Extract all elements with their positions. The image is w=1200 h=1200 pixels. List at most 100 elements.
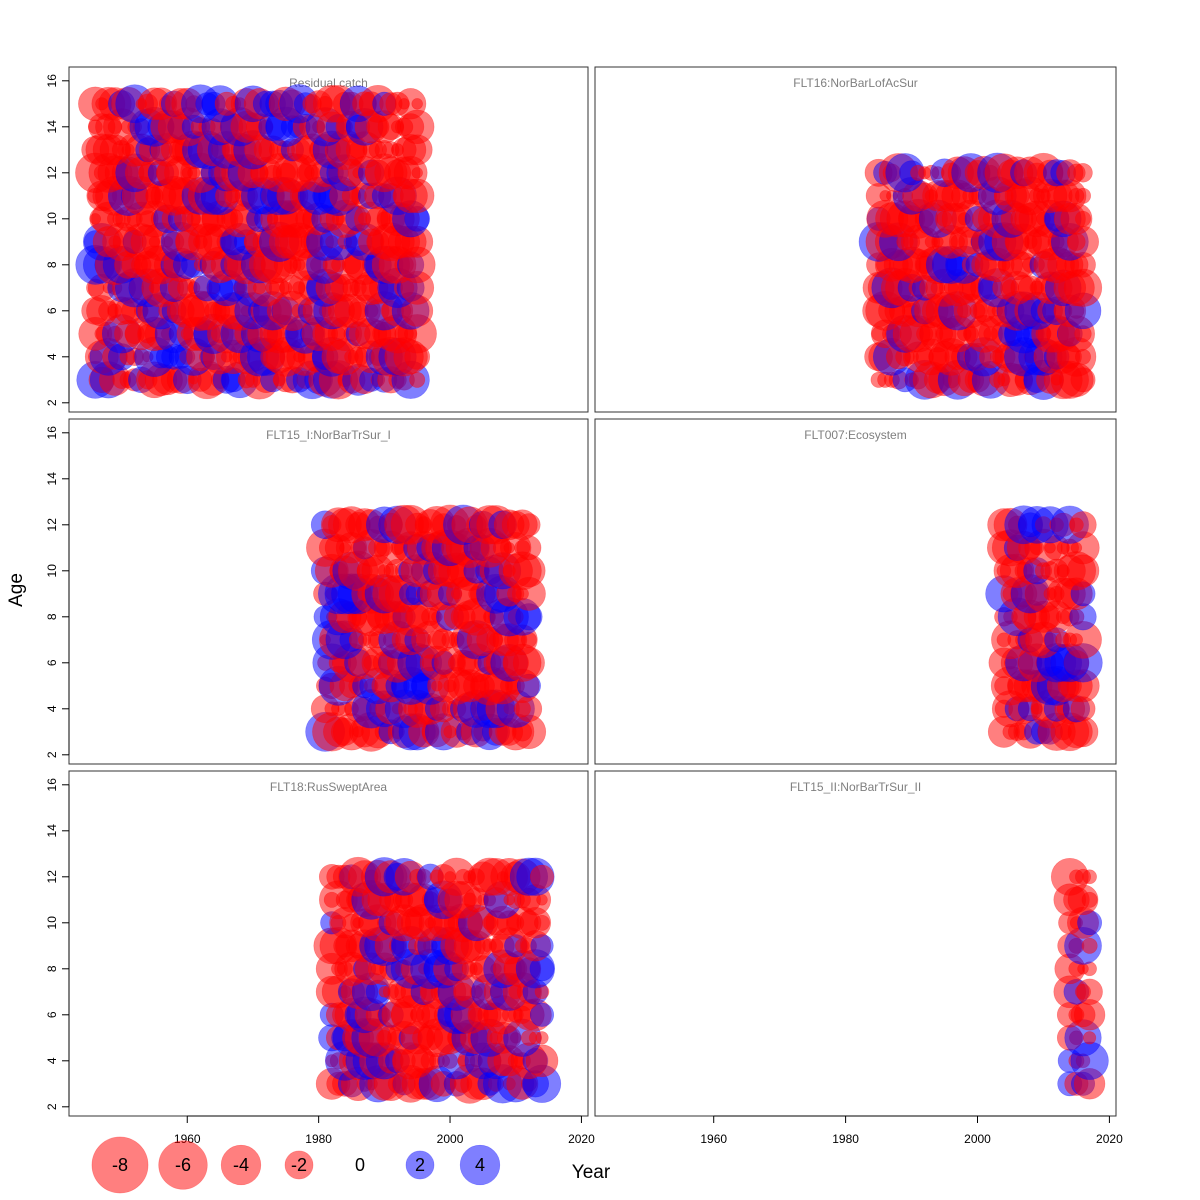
legend-label: 2 <box>415 1155 425 1175</box>
y-tick-label: 6 <box>45 1011 59 1018</box>
residual-bubble <box>534 914 550 931</box>
panel-3: FLT15_I:NorBarTrSur_I <box>68 418 589 765</box>
x-tick-label: 2020 <box>1096 1132 1123 1146</box>
panel-4: FLT007:Ecosystem <box>594 418 1117 765</box>
panels-layer: Residual catch FLT16:NorBarLofAcSur FLT15_… <box>68 66 1117 1117</box>
legend-item: 2 <box>405 1150 435 1180</box>
y-tick-label: 10 <box>45 564 59 578</box>
residual-bubble <box>394 88 427 120</box>
y-axis-title: Age <box>6 573 27 607</box>
y-axis-row-2: 2 4 6 8 10 12 14 16 <box>45 426 70 758</box>
residual-bubble <box>1083 1031 1097 1045</box>
legend-bubble <box>459 1144 501 1186</box>
bubbles <box>305 504 547 752</box>
legend-item: -8 <box>91 1136 149 1194</box>
residual-bubble <box>1075 187 1091 204</box>
y-axis-row-3: 2 4 6 8 10 12 14 16 <box>45 778 70 1110</box>
axes-layer: 2 4 6 8 10 12 14 16 2 4 6 8 10 12 14 16 2 4 6 8 10 12 14 16 1960… <box>45 74 1123 1146</box>
y-tick-label: 4 <box>45 705 59 712</box>
residual-bubble <box>1073 163 1093 183</box>
legend-bubble <box>405 1150 435 1180</box>
legend-bubble <box>284 1150 314 1180</box>
residual-bubble <box>1069 511 1097 539</box>
y-tick-label: 2 <box>45 1103 59 1110</box>
y-tick-label: 16 <box>45 778 59 792</box>
residual-bubble <box>535 1031 549 1045</box>
residual-bubble <box>1081 937 1098 954</box>
bubbles <box>858 152 1103 400</box>
panel-2: FLT16:NorBarLofAcSur <box>594 66 1117 413</box>
x-axis-col-1: 1960 1980 2000 2020 <box>174 1115 595 1146</box>
y-tick-label: 4 <box>45 353 59 360</box>
y-tick-label: 10 <box>45 916 59 930</box>
legend-label: 4 <box>475 1155 485 1175</box>
residual-bubble <box>1082 869 1097 885</box>
bubbles <box>75 84 437 400</box>
x-axis-col-2: 1960 1980 2000 2020 <box>700 1115 1123 1146</box>
residual-bubble <box>529 864 555 889</box>
residual-bubble <box>529 1002 555 1027</box>
legend-bubble <box>91 1136 149 1194</box>
residual-bubble <box>411 98 423 110</box>
x-tick-label: 2000 <box>964 1132 991 1146</box>
legend-item: -2 <box>284 1150 314 1180</box>
y-tick-label: 16 <box>45 74 59 88</box>
legend-bubble <box>220 1144 262 1186</box>
y-tick-label: 2 <box>45 399 59 406</box>
residual-bubble <box>517 513 541 537</box>
y-tick-label: 4 <box>45 1057 59 1064</box>
legend-item: 0 <box>355 1155 365 1175</box>
x-tick-label: 2020 <box>568 1132 595 1146</box>
y-tick-label: 8 <box>45 613 59 620</box>
y-tick-label: 14 <box>45 824 59 838</box>
panel-title: FLT16:NorBarLofAcSur <box>793 76 918 90</box>
legend-label: -2 <box>291 1155 307 1175</box>
x-tick-label: 1980 <box>832 1132 859 1146</box>
legend-layer: -8 -6 -4 -2 0 2 4 <box>91 1136 501 1194</box>
residual-bubble <box>1076 978 1103 1006</box>
bubbles <box>985 505 1103 752</box>
legend-label: -8 <box>112 1155 128 1175</box>
y-tick-label: 8 <box>45 261 59 268</box>
x-axis-title: Year <box>572 1162 611 1183</box>
y-tick-label: 14 <box>45 120 59 134</box>
y-tick-label: 14 <box>45 472 59 486</box>
bubbles <box>1050 857 1109 1100</box>
y-tick-label: 10 <box>45 212 59 226</box>
panel-title: FLT15_II:NorBarTrSur_II <box>790 780 921 794</box>
panel-5: FLT18:RusSweptArea <box>68 770 589 1117</box>
legend-bubble <box>158 1140 208 1190</box>
legend-label: 0 <box>355 1155 365 1175</box>
legend-item: 4 <box>459 1144 501 1186</box>
panel-title: FLT18:RusSweptArea <box>270 780 387 794</box>
panel-title: FLT007:Ecosystem <box>804 428 906 442</box>
residual-bubble <box>411 167 423 179</box>
y-tick-label: 8 <box>45 965 59 972</box>
panel-1: Residual catch <box>68 66 589 413</box>
y-axis-row-1: 2 4 6 8 10 12 14 16 <box>45 74 70 406</box>
x-tick-label: 2000 <box>437 1132 464 1146</box>
y-tick-label: 12 <box>45 518 59 532</box>
residual-bubble <box>1081 891 1098 908</box>
y-tick-label: 2 <box>45 751 59 758</box>
legend-item: -4 <box>220 1144 262 1186</box>
panel-frame <box>594 770 1117 1117</box>
residual-bubble <box>1075 210 1091 227</box>
y-tick-label: 12 <box>45 166 59 180</box>
bubbles <box>313 856 562 1104</box>
legend-label: -4 <box>233 1155 249 1175</box>
y-tick-label: 6 <box>45 307 59 314</box>
panel-title: Residual catch <box>289 76 368 90</box>
y-tick-label: 16 <box>45 426 59 440</box>
panel-title: FLT15_I:NorBarTrSur_I <box>266 428 391 442</box>
residual-bubble <box>525 1044 559 1078</box>
legend-item: -6 <box>158 1140 208 1190</box>
x-tick-label: 1960 <box>700 1132 727 1146</box>
residual-bubble <box>536 894 548 906</box>
y-tick-label: 12 <box>45 870 59 884</box>
legend-label: -6 <box>175 1155 191 1175</box>
x-tick-label: 1980 <box>305 1132 332 1146</box>
y-tick-label: 6 <box>45 659 59 666</box>
panel-6: FLT15_II:NorBarTrSur_II <box>594 770 1117 1117</box>
